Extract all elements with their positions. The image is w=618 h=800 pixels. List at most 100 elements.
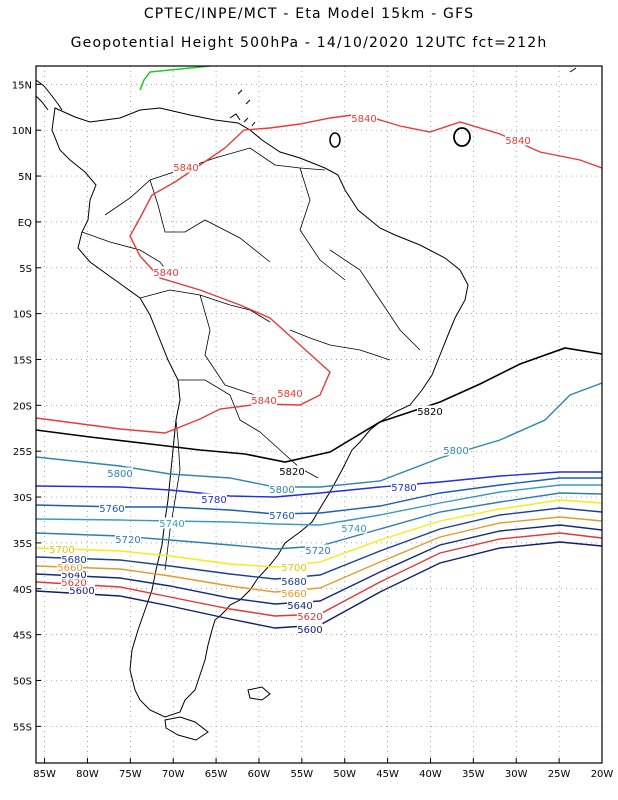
contour-label-bg: [297, 610, 323, 622]
contour-label-5840: 5840: [251, 396, 276, 407]
lat-tick-label: 5S: [19, 264, 32, 275]
central-america-coastline: [36, 79, 63, 111]
contour-label-bg: [61, 553, 87, 565]
contour-label-bg: [287, 599, 313, 611]
contour-label-bg: [417, 405, 443, 417]
lon-tick-label: 80W: [76, 769, 99, 780]
contour-label-bg: [281, 561, 307, 573]
contour-line-5760: [36, 477, 602, 515]
contour-label-bg: [69, 584, 95, 596]
contour-label-bg: [115, 533, 141, 545]
contour-label-5640: 5640: [287, 601, 312, 612]
contour-label-5760: 5760: [269, 511, 294, 522]
lat-tick-label: 45S: [13, 631, 32, 642]
contour-label-5760: 5760: [99, 504, 124, 515]
lat-tick-label: 55S: [13, 722, 32, 733]
contour-label-5780: 5780: [201, 495, 226, 506]
contour-label-5820: 5820: [417, 407, 442, 418]
contour-line-5680: [36, 507, 602, 580]
contour-label-5600: 5600: [297, 625, 322, 636]
contour-label-5660: 5660: [281, 589, 306, 600]
contour-label-5840: 5840: [153, 268, 178, 279]
lon-tick-label: 75W: [119, 769, 142, 780]
lon-tick-label: 65W: [205, 769, 228, 780]
lat-tick-label: 35S: [13, 539, 32, 550]
lon-tick-label: 85W: [33, 769, 56, 780]
contour-label-bg: [159, 517, 185, 529]
contour-label-5840: 5840: [173, 163, 198, 174]
contour-line-5700: [36, 499, 602, 568]
contour-label-bg: [269, 509, 295, 521]
contour-label-5620: 5620: [297, 612, 322, 623]
falkland-islands: [247, 686, 271, 701]
axis-ticks: 15N 10N 5N EQ 5S 10S 15S 20S 25S 30S 35S 40S 45S 50S 5…: [12, 80, 614, 780]
contour-label-bg: [351, 112, 377, 124]
grid-lines: [36, 66, 603, 763]
contour-label-bg: [305, 544, 331, 556]
lat-tick-label: 20S: [13, 401, 32, 412]
contour-label-bg: [505, 134, 531, 146]
contour-label-5840: 5840: [505, 136, 530, 147]
contour-label-bg: [281, 587, 307, 599]
country-borders: [81, 147, 421, 571]
green-contour: [139, 66, 211, 91]
contour-line-5820: [36, 347, 602, 463]
lat-tick-label: 50S: [13, 676, 32, 687]
contour-label-bg: [107, 467, 133, 479]
atlantic-island: [453, 127, 471, 147]
lon-tick-label: 30W: [505, 769, 528, 780]
lon-tick-label: 25W: [548, 769, 571, 780]
lon-tick-label: 60W: [248, 769, 271, 780]
contour-label-5820: 5820: [279, 467, 304, 478]
contour-label-5600: 5600: [69, 586, 94, 597]
atlantic-island: [329, 132, 341, 148]
lat-tick-label: 25S: [13, 447, 32, 458]
lon-tick-label: 35W: [462, 769, 485, 780]
contour-label-5800: 5800: [107, 469, 132, 480]
contour-line-5780: [36, 471, 602, 498]
contour-label-bg: [277, 387, 303, 399]
contour-label-bg: [297, 623, 323, 635]
contour-label-5680: 5680: [281, 577, 306, 588]
contour-label-bg: [281, 575, 307, 587]
contour-label-5740: 5740: [341, 524, 366, 535]
contour-line-5660: [36, 516, 602, 593]
contour-label-bg: [443, 444, 469, 456]
lat-tick-label: 15N: [12, 80, 32, 91]
contour-label-bg: [251, 394, 277, 406]
lon-tick-label: 40W: [419, 769, 442, 780]
contour-label-bg: [49, 543, 75, 555]
lon-tick-label: 20W: [591, 769, 614, 780]
contour-label-bg: [391, 481, 417, 493]
title-line-1: CPTEC/INPE/MCT - Eta Model 15km - GFS: [143, 6, 475, 22]
contour-label-5780: 5780: [391, 483, 416, 494]
contour-label-5740: 5740: [159, 519, 184, 530]
contour-label-5620: 5620: [61, 578, 86, 589]
lon-tick-label: 45W: [376, 769, 399, 780]
contour-label-5720: 5720: [305, 546, 330, 557]
contour-line-5800: [36, 382, 602, 488]
contour-label-bg: [61, 576, 87, 588]
lon-tick-label: 70W: [162, 769, 185, 780]
contour-line-5740: [36, 484, 602, 526]
title-line-2: Geopotential Height 500hPa - 14/10/2020 …: [70, 35, 548, 51]
lat-tick-label: 10S: [13, 310, 32, 321]
lat-tick-label: 15S: [13, 355, 32, 366]
contour-label-5720: 5720: [115, 535, 140, 546]
contour-label-bg: [57, 561, 83, 573]
contour-label-5680: 5680: [61, 555, 86, 566]
contour-label-bg: [201, 493, 227, 505]
lat-tick-label: 10N: [12, 126, 32, 137]
lon-tick-label: 55W: [291, 769, 314, 780]
lat-tick-label: 40S: [13, 585, 32, 596]
contour-line-5640: [36, 524, 602, 605]
lat-tick-label: 5N: [18, 172, 32, 183]
contour-label-5800: 5800: [443, 446, 468, 457]
contour-label-5640: 5640: [61, 570, 86, 581]
contour-labels: 5600560056205620564056405660566056805680…: [49, 112, 531, 636]
contour-label-bg: [173, 161, 199, 173]
caribbean-islands: [229, 67, 577, 127]
lon-tick-label: 50W: [333, 769, 356, 780]
contour-label-5700: 5700: [281, 563, 306, 574]
contour-label-5840: 5840: [351, 114, 376, 125]
